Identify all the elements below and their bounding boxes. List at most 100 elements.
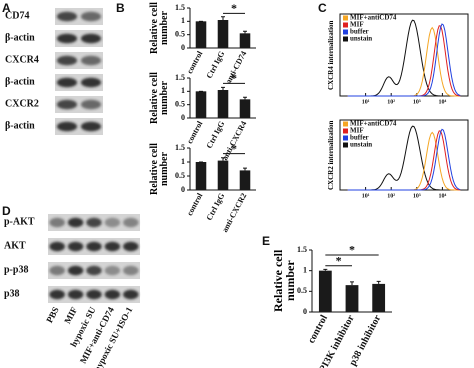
- x-tick-label: 10¹: [362, 99, 370, 105]
- blot-band: [67, 241, 84, 252]
- y-axis-label: CXCR2 internalization: [327, 120, 335, 190]
- bar: [345, 285, 359, 312]
- y-axis-label: Relative cell number: [271, 249, 297, 313]
- blot-band: [123, 217, 139, 228]
- bar: [217, 90, 229, 118]
- blot-label: CXCR2: [5, 98, 39, 109]
- blot-band: [56, 33, 78, 44]
- legend-swatch: [343, 29, 348, 35]
- significance-label: *: [336, 253, 342, 267]
- significance-label: *: [349, 243, 355, 257]
- x-tick-label: control: [185, 191, 205, 217]
- blot-band: [67, 289, 84, 300]
- legend-swatch: [343, 121, 348, 127]
- bar: [195, 21, 207, 48]
- panel-label: D: [2, 204, 11, 218]
- panel-label: E: [262, 234, 270, 248]
- y-tick-label: 1.5: [297, 245, 307, 254]
- error-bar: [323, 268, 328, 271]
- blot-band: [80, 99, 102, 110]
- error-bar: [221, 157, 225, 161]
- blot-band: [49, 217, 65, 228]
- error-bar: [243, 96, 247, 100]
- x-tick-label: control: [185, 49, 205, 75]
- x-tick-label: 10²: [387, 193, 395, 199]
- y-tick-label: 0: [181, 43, 185, 52]
- y-tick-label: 0.5: [175, 99, 185, 108]
- blot-band: [67, 217, 84, 228]
- bar: [195, 91, 207, 118]
- legend-label: MIF: [350, 21, 364, 29]
- legend-label: MIF: [350, 127, 364, 135]
- lane-label: PBS: [44, 305, 61, 324]
- legend-swatch: [343, 128, 348, 134]
- blot-label: AKT: [4, 240, 26, 251]
- error-bar: [350, 281, 354, 286]
- error-bar: [243, 30, 247, 34]
- y-tick-label: 1: [181, 157, 185, 166]
- legend-label: MIF+antiCD74: [350, 120, 397, 128]
- error-bar: [221, 86, 225, 90]
- legend-swatch: [343, 15, 348, 21]
- y-axis-label: Relative cell number: [149, 2, 170, 54]
- blot-band: [67, 265, 84, 276]
- blot-band: [49, 265, 65, 276]
- blot-band: [86, 265, 102, 276]
- blot-label: β-actin: [5, 76, 35, 87]
- blot-band: [104, 217, 121, 228]
- legend-label: buffer: [350, 134, 369, 142]
- blot-band: [56, 77, 78, 88]
- blot-label: p38: [4, 288, 20, 299]
- error-bar: [376, 280, 381, 284]
- y-tick-label: 0: [181, 185, 185, 194]
- y-tick-label: 1: [303, 265, 307, 274]
- significance-label: *: [231, 1, 237, 15]
- y-tick-label: 0.5: [175, 29, 185, 38]
- blot-band: [56, 11, 78, 22]
- blot-band: [123, 241, 139, 252]
- y-axis-label: Relative cell number: [149, 72, 170, 124]
- legend-swatch: [343, 142, 348, 148]
- error-bar: [221, 16, 225, 20]
- panel-label: B: [116, 1, 125, 15]
- bar: [239, 33, 251, 48]
- x-tick-label: control: [185, 119, 205, 145]
- blot-label: CXCR4: [5, 54, 39, 65]
- blot-band: [56, 55, 78, 66]
- blot-band: [123, 265, 139, 276]
- y-tick-label: 1.5: [175, 3, 185, 12]
- legend-label: unstain: [350, 35, 372, 43]
- y-tick-label: 0.5: [175, 171, 185, 180]
- bar: [195, 162, 207, 190]
- y-tick-label: 0: [303, 307, 307, 316]
- bar: [217, 160, 229, 190]
- blot-band: [80, 55, 102, 66]
- x-tick-label: 10¹: [362, 193, 370, 199]
- y-tick-label: 1: [181, 16, 185, 25]
- x-tick-label: 10⁴: [438, 99, 446, 105]
- histogram-curve: [347, 128, 461, 191]
- x-tick-label: 10³: [413, 99, 421, 105]
- panel-label: C: [318, 1, 327, 15]
- x-tick-label: Ctrl IgG: [205, 120, 227, 150]
- blot-band: [80, 77, 102, 88]
- panel-label: A: [2, 1, 11, 15]
- blot-band: [104, 289, 121, 300]
- significance-label: *: [231, 71, 237, 85]
- bar: [372, 283, 386, 312]
- x-tick-label: 10³: [413, 193, 421, 199]
- y-tick-label: 0: [181, 113, 185, 122]
- y-tick-label: 1.5: [175, 143, 185, 152]
- blot-band: [80, 11, 102, 22]
- y-tick-label: 0.5: [297, 286, 307, 295]
- legend-swatch: [343, 135, 348, 141]
- blot-band: [104, 265, 121, 276]
- significance-label: *: [231, 141, 237, 155]
- legend-swatch: [343, 36, 348, 42]
- bar: [217, 20, 229, 48]
- bar: [239, 99, 251, 118]
- blot-label: β-actin: [5, 120, 35, 131]
- blot-band: [56, 99, 78, 110]
- bar: [318, 270, 332, 312]
- x-tick-label: Ctrl IgG: [205, 50, 227, 80]
